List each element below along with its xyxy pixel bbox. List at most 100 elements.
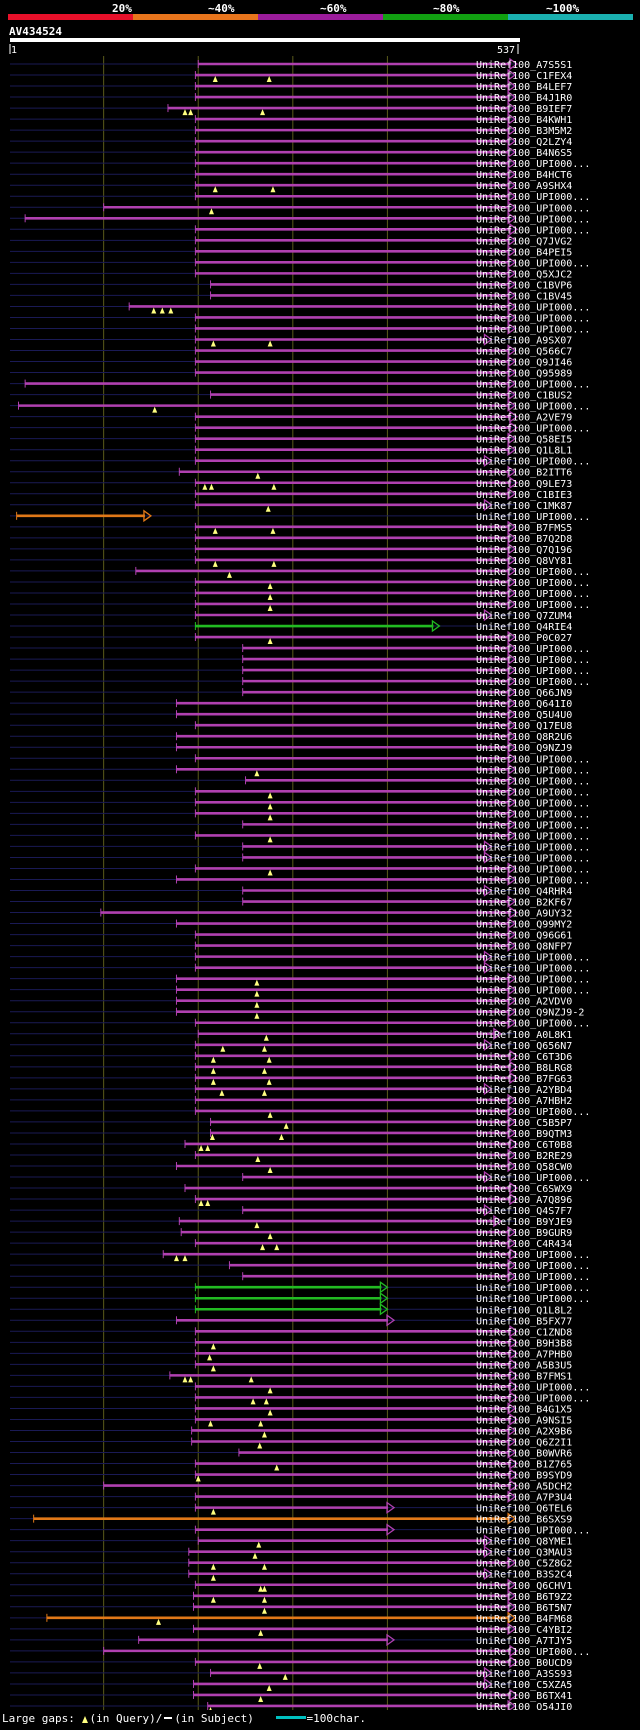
query-gap-marker — [254, 1001, 260, 1008]
hit-name: UniRef100_A7Q896 — [476, 1195, 572, 1206]
legend-swatch-2 — [258, 14, 383, 20]
hit-name: UniRef100_B7Q2D8 — [476, 534, 572, 545]
hit-arrow-icon — [507, 311, 517, 324]
legend-label-100: ~100% — [546, 2, 580, 15]
hit-arrow-icon — [509, 1247, 519, 1261]
hit-name: UniRef100_UPI000... — [476, 1647, 590, 1658]
query-gap-marker — [282, 1673, 288, 1680]
query-gap-marker — [182, 1255, 188, 1262]
footer-scale: =100char. — [306, 1712, 367, 1725]
query-gap-marker — [210, 1574, 216, 1581]
hit-arrow-icon — [509, 1479, 519, 1492]
query-gap-marker — [263, 1398, 269, 1405]
hit-name: UniRef100_UPI000... — [476, 402, 590, 413]
legend-label-60: ~60% — [320, 2, 347, 15]
hit-name: UniRef100_C6SWX9 — [476, 1184, 572, 1195]
query-gap-marker — [212, 186, 218, 193]
hit-name: UniRef100_UPI000... — [476, 975, 590, 986]
hit-arrow-icon — [509, 57, 519, 71]
hit-name: UniRef100_UPI000... — [476, 214, 590, 225]
query-gap-marker — [261, 1089, 267, 1096]
query-gap-marker — [261, 1596, 267, 1603]
query-gap-marker — [267, 340, 273, 347]
hit-name: UniRef100_C1BIE3 — [476, 490, 572, 501]
hit-name: UniRef100_B4J1R0 — [476, 93, 572, 104]
hit-name: UniRef100_B3S2C4 — [476, 1570, 572, 1581]
hit-arrow-icon — [507, 740, 517, 754]
hit-arrow-icon — [509, 223, 519, 236]
hit-name: UniRef100_UPI000... — [476, 225, 590, 236]
hit-arrow-icon — [483, 961, 493, 974]
hit-arrow-icon — [507, 1556, 517, 1569]
hit-name: UniRef100_P0C027 — [476, 633, 572, 644]
hit-arrow-icon — [509, 1468, 519, 1481]
hit-arrow-icon — [509, 1688, 519, 1702]
query-gap-marker — [205, 1144, 211, 1151]
hit-name: UniRef100_UPI000... — [476, 1107, 590, 1118]
hit-arrow-icon — [507, 939, 517, 952]
hit-arrow-icon — [507, 245, 517, 258]
query-gap-marker — [258, 1585, 264, 1592]
query-gap-marker — [267, 582, 273, 589]
hit-name: UniRef100_A2VDV0 — [476, 997, 572, 1008]
hit-name: UniRef100_B9IEF7 — [476, 104, 572, 115]
legend-swatch-0 — [8, 14, 133, 20]
hit-arrow-icon — [507, 542, 517, 556]
hit-arrow-icon — [509, 1369, 519, 1382]
hit-arrow-icon — [386, 1633, 396, 1647]
hit-name: UniRef100_Q58CW0 — [476, 1162, 572, 1173]
hit-arrow-icon — [483, 1545, 493, 1558]
hit-arrow-icon — [507, 1104, 517, 1118]
query-gap-marker — [252, 1552, 258, 1559]
hit-name: UniRef100_B7FMS1 — [476, 1371, 572, 1382]
hit-name: UniRef100_UPI000... — [476, 765, 590, 776]
hit-name: UniRef100_UPI000... — [476, 853, 590, 864]
hit-name: UniRef100_A2YBD4 — [476, 1085, 572, 1096]
hit-name: UniRef100_B6T9Z2 — [476, 1592, 572, 1603]
hit-name: UniRef100_Q656N7 — [476, 1041, 572, 1052]
hit-arrow-icon — [507, 443, 517, 456]
legend-label-80: ~80% — [433, 2, 460, 15]
hit-arrow-icon — [483, 1666, 493, 1680]
hit-name: UniRef100_UPI000... — [476, 1173, 590, 1184]
hit-name: UniRef100_A7TJY5 — [476, 1636, 572, 1647]
query-gap-marker — [210, 1067, 216, 1074]
hit-arrow-icon — [507, 652, 517, 666]
hit-arrow-icon — [483, 1567, 493, 1581]
hit-name: UniRef100_UPI000... — [476, 677, 590, 688]
hit-name: UniRef100_Q8VY81 — [476, 556, 572, 567]
hit-name: UniRef100_UPI000... — [476, 655, 590, 666]
query-gap-marker — [265, 505, 271, 512]
hit-arrow-icon — [507, 1269, 517, 1283]
query-gap-marker — [209, 1706, 212, 1710]
hit-arrow-icon — [507, 785, 517, 798]
hit-name: UniRef100_Q1L8L2 — [476, 1305, 572, 1316]
hit-arrow-icon — [509, 1192, 519, 1206]
hit-arrow-icon — [493, 1027, 503, 1041]
hit-arrow-icon — [507, 818, 517, 831]
query-gap-marker — [255, 472, 261, 479]
hit-arrow-icon — [509, 1137, 519, 1151]
hit-name: UniRef100_Q9NZJ9 — [476, 743, 572, 754]
hit-arrow-icon — [483, 498, 493, 512]
hit-arrow-icon — [509, 1049, 519, 1063]
hit-name: UniRef100_UPI000... — [476, 324, 590, 335]
hit-name: UniRef100_A7P3U4 — [476, 1493, 572, 1504]
query-gap-marker — [188, 109, 194, 116]
hit-name: UniRef100_B0WVR6 — [476, 1449, 572, 1460]
hit-arrow-icon — [507, 1490, 517, 1503]
hit-arrow-icon — [507, 1589, 517, 1603]
query-gap-marker — [210, 1596, 216, 1603]
hit-arrow-icon — [483, 608, 493, 622]
hit-name: UniRef100_B4G1X5 — [476, 1404, 572, 1415]
query-gap-marker — [260, 1244, 266, 1251]
hit-name: UniRef100_UPI000... — [476, 1019, 590, 1030]
hit-name: UniRef100_C5B5P7 — [476, 1118, 572, 1129]
hit-name: UniRef100_UPI000... — [476, 302, 590, 313]
hit-arrow-icon — [509, 906, 519, 919]
query-gap-marker — [258, 1629, 264, 1636]
hit-arrow-icon — [483, 1677, 493, 1691]
hit-arrow-icon — [507, 718, 517, 732]
hit-arrow-icon — [507, 597, 517, 611]
hit-name: UniRef100_UPI000... — [476, 754, 590, 765]
